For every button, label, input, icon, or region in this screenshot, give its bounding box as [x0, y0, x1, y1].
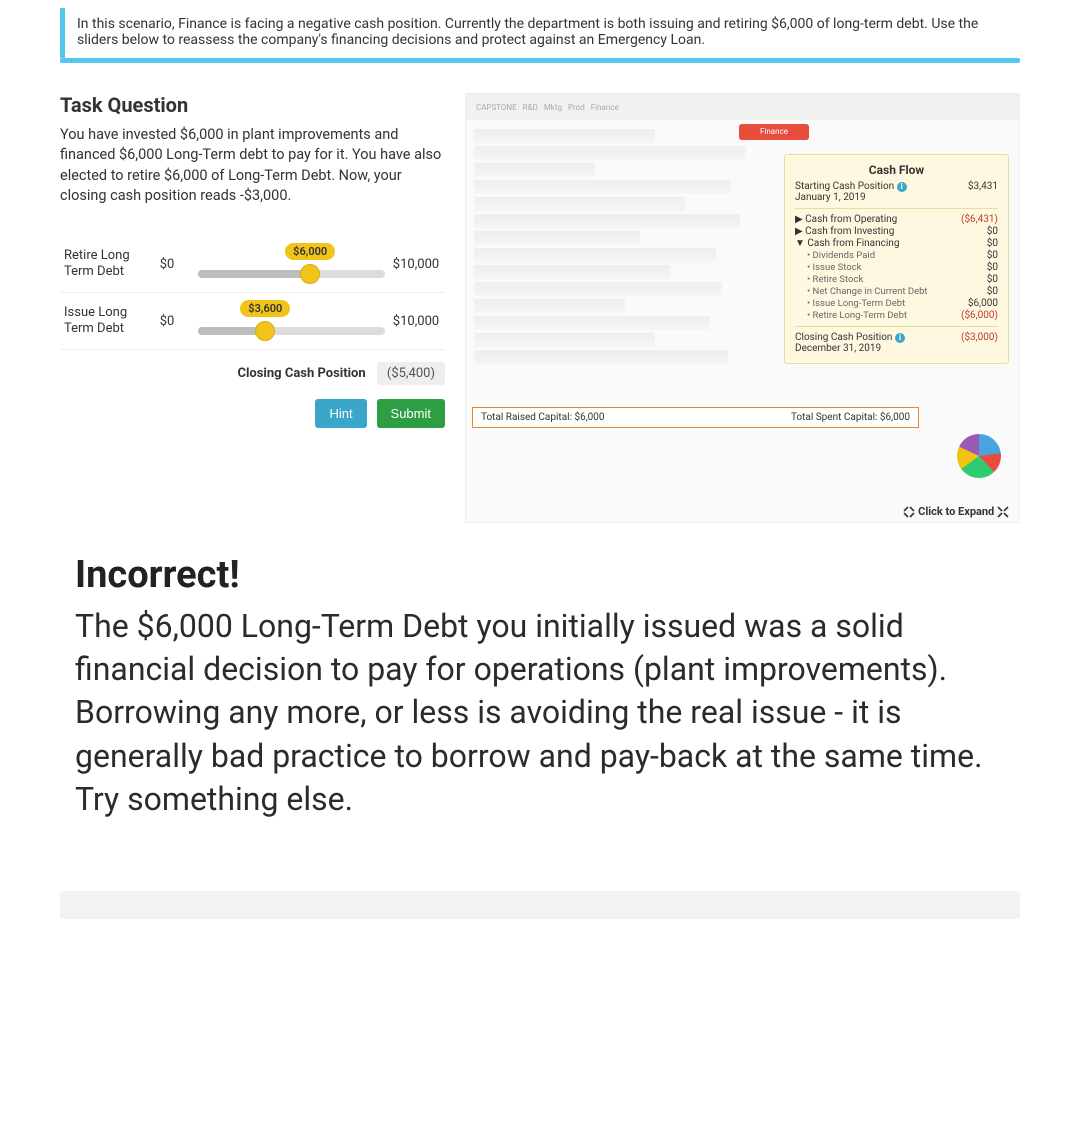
total-spent: Total Spent Capital: $6,000 — [791, 412, 910, 423]
issue-value-badge: $3,600 — [240, 300, 290, 317]
cf-close-date: December 31, 2019 — [795, 343, 881, 354]
expand-link[interactable]: Click to Expand — [903, 505, 1009, 518]
retire-min: $0 — [142, 257, 192, 272]
retire-value-badge: $6,000 — [285, 243, 335, 260]
cashflow-title: Cash Flow — [795, 163, 998, 177]
footer-bar — [60, 891, 1020, 919]
cf-start-date: January 1, 2019 — [795, 192, 866, 203]
info-icon[interactable]: i — [897, 182, 907, 192]
pie-chart — [957, 434, 1001, 478]
retire-max: $10,000 — [391, 257, 441, 272]
submit-button[interactable]: Submit — [377, 399, 445, 428]
cf-start-label: Starting Cash Position — [795, 181, 894, 192]
closing-row: Closing Cash Position ($5,400) — [60, 362, 445, 385]
scenario-text: In this scenario, Finance is facing a ne… — [77, 16, 978, 48]
retire-thumb[interactable] — [300, 264, 320, 284]
issue-slider-label: Issue Long Term Debt — [64, 305, 136, 338]
hint-button[interactable]: Hint — [315, 399, 366, 428]
expand-arrows-icon — [997, 506, 1009, 518]
closing-value: ($5,400) — [377, 362, 445, 385]
retire-slider-block: Retire Long Term Debt $0 $6,000 $10,000 — [60, 236, 445, 293]
retire-slider[interactable]: $6,000 — [198, 246, 385, 282]
task-heading: Task Question — [60, 93, 445, 117]
feedback-heading: Incorrect! — [75, 553, 1005, 597]
feedback-block: Incorrect! The $6,000 Long-Term Debt you… — [0, 523, 1080, 881]
issue-min: $0 — [142, 314, 192, 329]
cf-close-amt: ($3,000) — [961, 332, 998, 354]
task-panel: Task Question You have invested $6,000 i… — [60, 93, 445, 523]
cashflow-panel: Cash Flow Starting Cash Position i Januar… — [784, 154, 1009, 364]
total-raised: Total Raised Capital: $6,000 — [481, 412, 605, 423]
issue-slider[interactable]: $3,600 — [198, 303, 385, 339]
expand-icon — [903, 506, 915, 518]
dashboard-preview: CAPSTONER&DMktgProdFinance Finance Cash … — [465, 93, 1020, 523]
cf-close-label: Closing Cash Position — [795, 332, 892, 343]
preview-header: CAPSTONER&DMktgProdFinance — [466, 94, 1019, 120]
info-icon[interactable]: i — [895, 333, 905, 343]
closing-label: Closing Cash Position — [237, 366, 365, 381]
retire-slider-label: Retire Long Term Debt — [64, 248, 136, 281]
issue-max: $10,000 — [391, 314, 441, 329]
issue-thumb[interactable] — [255, 321, 275, 341]
task-description: You have invested $6,000 in plant improv… — [60, 125, 445, 206]
issue-slider-block: Issue Long Term Debt $0 $3,600 $10,000 — [60, 293, 445, 350]
cf-start-amt: $3,431 — [968, 181, 998, 203]
feedback-body: The $6,000 Long-Term Debt you initially … — [75, 605, 1005, 821]
totals-bar: Total Raised Capital: $6,000 Total Spent… — [472, 407, 919, 428]
scenario-underline — [60, 58, 1020, 63]
scenario-banner: In this scenario, Finance is facing a ne… — [60, 8, 1020, 58]
